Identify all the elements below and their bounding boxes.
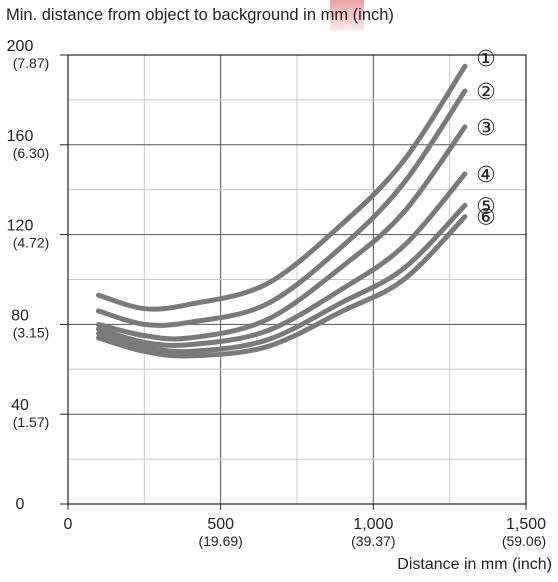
x-axis: 0 500(19.69) 1,000(39.37) 1,500(59.06): [64, 504, 546, 549]
x-tick-label: 0: [64, 516, 73, 533]
series-curve: [96, 202, 468, 355]
x-axis-label-wrap: Distance in mm (inch): [397, 556, 552, 574]
x-tick-sublabel: (39.37): [351, 533, 395, 549]
x-tick-label: 1,500: [506, 516, 546, 533]
series-curve: [96, 124, 468, 342]
title-highlight-mark: [330, 0, 364, 30]
y-tick-label: 160: [7, 128, 34, 145]
y-axis: 0 40(1.57) 80(3.15) 120(4.72) 160(6.30) 200(7…: [7, 38, 68, 513]
series-label: ⑤: [476, 194, 496, 219]
series-label: ⑥: [476, 206, 496, 231]
series-curve: [96, 214, 468, 359]
x-tick-sublabel: (19.69): [198, 533, 242, 549]
y-tick-sublabel: (3.15): [13, 324, 50, 340]
series-labels: ① ② ③ ④ ⑤⑥: [476, 47, 496, 230]
y-tick-label: 80: [11, 307, 29, 324]
y-tick-sublabel: (6.30): [13, 145, 50, 161]
x-tick-sublabel: (59.06): [502, 533, 546, 549]
x-tick-label: 1,000: [353, 516, 393, 533]
grid-lines: [67, 54, 527, 505]
chart-title-wrap: Min. distance from object to background …: [6, 0, 394, 30]
series-label: ②: [476, 80, 496, 105]
y-tick-label: 200: [7, 38, 34, 55]
x-axis-label: Distance in mm (inch): [397, 556, 552, 573]
y-tick-label: 40: [11, 397, 29, 414]
series-curves: [96, 63, 468, 359]
plot-frame: [67, 54, 527, 505]
y-tick-sublabel: (1.57): [13, 414, 50, 430]
series-label: ①: [476, 47, 496, 72]
y-tick-sublabel: (4.72): [13, 235, 50, 251]
y-tick-label: 0: [16, 496, 25, 513]
series-label: ④: [476, 163, 496, 188]
series-curve: [96, 63, 468, 312]
series-label: ③: [476, 116, 496, 141]
x-tick-label: 500: [207, 516, 234, 533]
chart-title: Min. distance from object to background …: [6, 6, 394, 24]
y-tick-label: 120: [7, 218, 34, 235]
series-curve: [96, 171, 468, 348]
y-tick-sublabel: (7.87): [13, 55, 50, 71]
series-curve: [96, 88, 468, 328]
